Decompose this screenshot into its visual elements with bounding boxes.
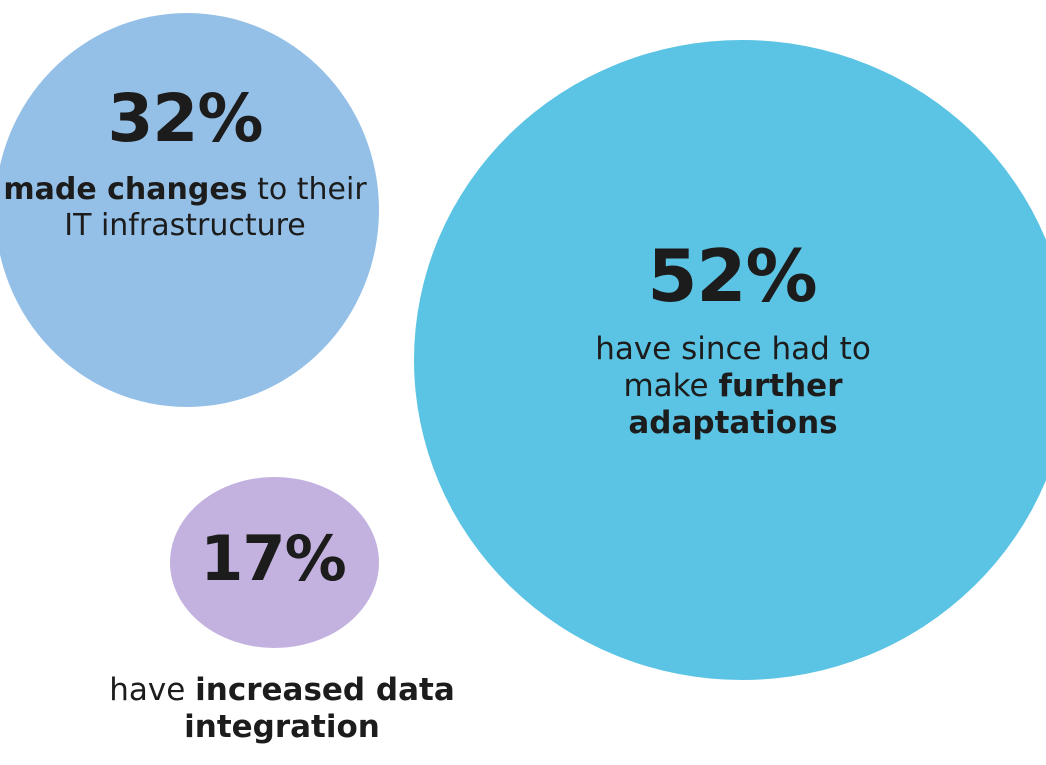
caption-32-text: to their IT infrastructure [64, 172, 367, 243]
bubble-17 [170, 477, 379, 648]
caption-32: made changes to their IT infrastructure [0, 172, 370, 244]
bubble-52 [414, 40, 1046, 680]
caption-17-text: have [109, 672, 196, 708]
caption-52-bold: further adaptations [628, 368, 843, 442]
value-label-17: 17% [200, 522, 346, 595]
caption-32-bold: made changes [3, 172, 248, 207]
caption-52: have since had to make further adaptatio… [563, 331, 903, 443]
bubble-32 [0, 13, 379, 407]
caption-52-text: have since had to make [595, 331, 871, 405]
value-label-32: 32% [107, 80, 264, 157]
caption-17-bold: increased data integration [184, 672, 455, 746]
caption-17: have increased data integration [107, 672, 457, 746]
value-label-52: 52% [647, 234, 817, 318]
